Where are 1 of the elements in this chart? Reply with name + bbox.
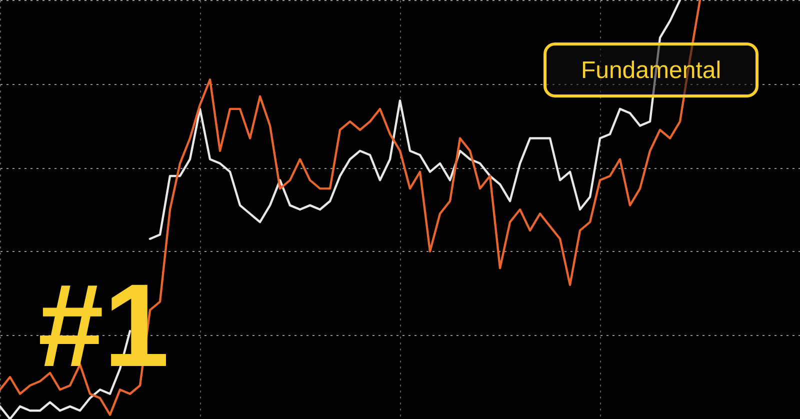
annotation: Fundamental xyxy=(580,57,722,84)
